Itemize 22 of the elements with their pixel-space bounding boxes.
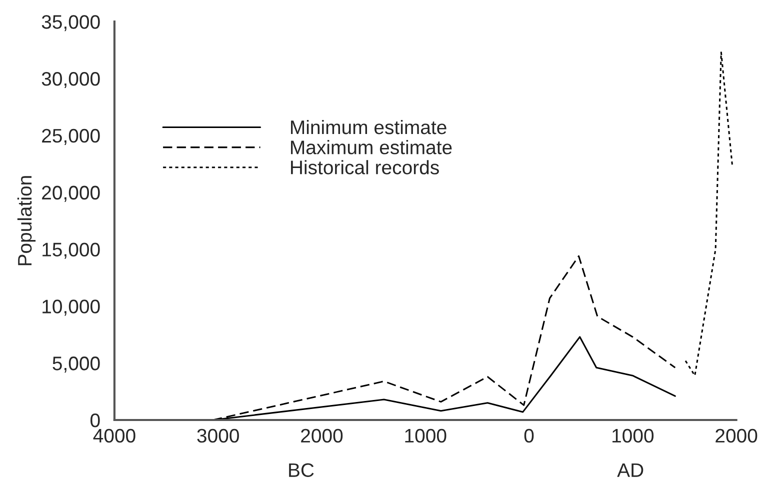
y-tick-label: 10,000 — [42, 300, 100, 316]
text: AD — [617, 463, 644, 477]
y-tick-label: 0 — [90, 413, 100, 428]
y-tick-label: 20,000 — [42, 186, 100, 202]
y-tick-label: 30,000 — [42, 72, 100, 88]
text: BC — [289, 463, 314, 478]
x-tick-label: 0 — [524, 428, 534, 443]
x-tick-label: 2000 — [301, 428, 343, 443]
legend-label: Minimum estimate — [291, 120, 446, 134]
line-series — [684, 52, 734, 376]
x-tick-label: 4000 — [93, 428, 136, 443]
y-axis-title: Population — [17, 176, 36, 266]
y-tick-label: 5,000 — [52, 356, 100, 373]
legend-label: Maximum estimate — [291, 140, 452, 154]
legend-label: Historical records — [291, 160, 439, 174]
x-tick-label: 1000 — [612, 428, 654, 443]
y-tick-label: 25,000 — [42, 128, 100, 145]
x-tick-label: 3000 — [197, 428, 239, 443]
x-tick-label: 1000 — [405, 428, 446, 443]
x-tick-label: 2000 — [716, 428, 758, 443]
y-tick-label: 15,000 — [42, 242, 100, 259]
y-tick-label: 35,000 — [42, 15, 100, 32]
